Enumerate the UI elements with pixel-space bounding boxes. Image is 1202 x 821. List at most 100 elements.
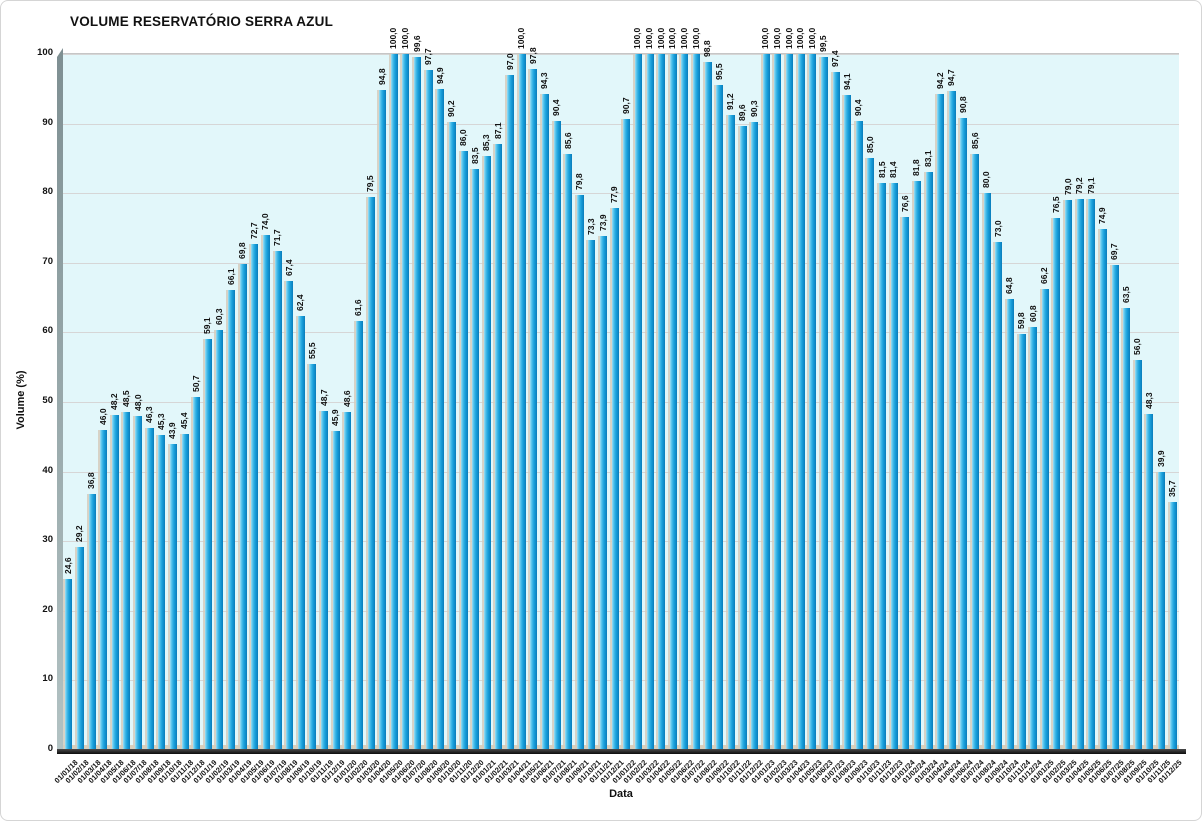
bar <box>855 120 863 750</box>
bar-value-label: 45,3 <box>155 413 166 430</box>
bar-value-label: 90,2 <box>446 100 457 118</box>
bar-value-label: 81,4 <box>888 161 899 179</box>
bar-value-label: 66,1 <box>225 268 236 285</box>
bar <box>332 430 340 750</box>
bar <box>367 196 375 750</box>
bar <box>1018 333 1026 750</box>
bar-value-label: 81,5 <box>876 161 887 178</box>
bar <box>1158 472 1166 750</box>
bar <box>727 115 735 750</box>
bar <box>286 280 294 750</box>
bar-value-label: 90,7 <box>620 97 631 114</box>
bar-value-label: 77,9 <box>609 186 620 203</box>
bar <box>88 493 96 750</box>
bar <box>786 54 794 750</box>
y-tick-label: 30 <box>42 534 53 546</box>
bar-value-label: 66,2 <box>1039 267 1050 285</box>
bar <box>902 216 910 750</box>
bar-value-label: 45,9 <box>330 408 341 426</box>
bar <box>541 93 549 750</box>
y-tick-label: 70 <box>42 255 53 267</box>
bar-value-label: 59,8 <box>1016 312 1027 329</box>
bar-value-label: 60,8 <box>1027 305 1038 322</box>
bar-value-label: 43,9 <box>167 422 178 440</box>
bar-value-label: 100,0 <box>678 27 689 49</box>
bar-value-label: 48,7 <box>318 389 329 407</box>
bar-value-label: 46,3 <box>144 406 155 423</box>
bar-value-label: 62,4 <box>295 294 306 311</box>
bar <box>169 444 177 750</box>
bar <box>681 54 689 750</box>
gridline <box>63 193 1179 195</box>
bar-value-label: 99,5 <box>818 35 829 53</box>
bar-value-label: 73,3 <box>585 218 596 235</box>
bar <box>972 154 980 750</box>
bar-value-label: 94,2 <box>934 72 945 90</box>
bar <box>1006 298 1014 750</box>
bar-value-label: 79,5 <box>365 175 376 192</box>
bar-value-label: 74,0 <box>260 213 271 230</box>
gridline <box>63 471 1179 473</box>
bar-value-label: 100,0 <box>644 27 655 49</box>
y-tick-label: 60 <box>42 325 53 337</box>
bar <box>518 54 526 750</box>
bar <box>646 54 654 750</box>
gridline <box>63 54 1179 55</box>
bar-value-label: 85,3 <box>481 134 492 152</box>
gridline <box>63 262 1179 264</box>
y-tick-label: 40 <box>42 464 53 476</box>
bar-value-label: 48,2 <box>109 392 120 410</box>
bar <box>507 74 515 750</box>
bar-value-label: 69,8 <box>237 242 248 260</box>
bar <box>1146 413 1154 750</box>
bar-value-label: 76,6 <box>899 195 910 212</box>
bar <box>344 411 352 750</box>
bar <box>437 89 445 750</box>
bar <box>1123 308 1131 750</box>
bar <box>611 207 619 750</box>
bar <box>669 54 677 750</box>
bar <box>321 411 329 750</box>
bar <box>158 434 166 750</box>
y-tick-label: 100 <box>37 47 53 58</box>
bar <box>1065 200 1073 750</box>
bar-value-label: 87,1 <box>492 122 503 139</box>
bar <box>762 54 770 750</box>
bar-value-label: 100,0 <box>632 27 643 49</box>
plot-floor <box>63 745 1179 750</box>
bar-value-label: 56,0 <box>1132 338 1143 356</box>
bar <box>111 414 119 750</box>
gridline <box>63 332 1179 334</box>
bar <box>634 54 642 750</box>
x-axis-line <box>57 749 1186 754</box>
bar <box>797 54 805 750</box>
bar-value-label: 86,0 <box>458 129 469 147</box>
bar <box>623 118 631 750</box>
bar <box>65 578 73 750</box>
bar <box>565 154 573 750</box>
gridline <box>63 123 1179 125</box>
bar <box>937 94 945 750</box>
bar <box>135 415 143 750</box>
bar-value-label: 100,0 <box>667 27 678 49</box>
bar <box>948 90 956 750</box>
bar-value-label: 71,7 <box>272 229 283 246</box>
bar-value-label: 91,2 <box>725 93 736 111</box>
bar-value-label: 100,0 <box>760 27 771 49</box>
bar-value-label: 100,0 <box>690 27 701 49</box>
bar-value-label: 67,4 <box>283 259 294 276</box>
bar <box>809 54 817 750</box>
bar <box>1076 198 1084 750</box>
bar <box>425 70 433 750</box>
y-tick-label: 10 <box>42 673 53 685</box>
bar-value-label: 97,4 <box>830 50 841 68</box>
bar-value-label: 100,0 <box>795 27 806 49</box>
bar <box>1041 289 1049 750</box>
bar-value-label: 55,5 <box>306 342 317 359</box>
bar <box>588 239 596 750</box>
bar-value-label: 100,0 <box>806 27 817 49</box>
bar-value-label: 97,0 <box>504 53 515 70</box>
bar <box>309 363 317 750</box>
y-tick-label: 50 <box>42 395 53 406</box>
bar-value-label: 99,6 <box>411 35 422 52</box>
